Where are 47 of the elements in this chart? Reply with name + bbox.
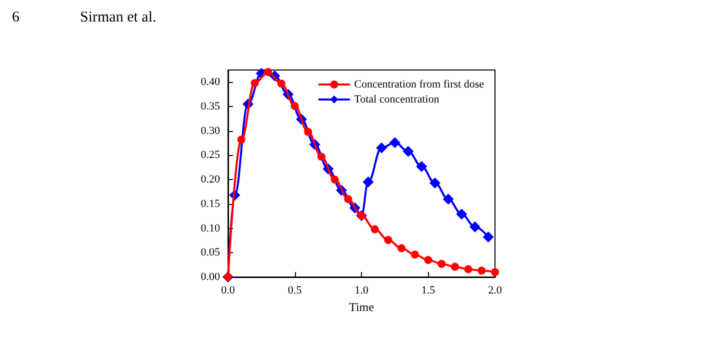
point bbox=[456, 208, 468, 220]
y-tick-label: 0.15 bbox=[200, 198, 220, 210]
y-tick-label: 0.00 bbox=[200, 271, 220, 283]
point bbox=[410, 250, 419, 259]
point bbox=[429, 178, 440, 188]
point bbox=[290, 102, 299, 110]
text: 6 bbox=[12, 10, 20, 26]
point bbox=[438, 260, 446, 268]
x-tick-label: 0.0 bbox=[221, 284, 236, 296]
y-tick-label: 0.35 bbox=[200, 100, 220, 113]
y-tick-label: 0.30 bbox=[200, 124, 220, 137]
x-tick-label: 1.0 bbox=[354, 284, 369, 296]
point bbox=[344, 195, 352, 204]
point bbox=[398, 244, 406, 252]
point bbox=[376, 142, 388, 154]
point bbox=[237, 136, 246, 144]
point bbox=[389, 137, 400, 148]
text: Sirman et al. bbox=[80, 10, 156, 26]
y-tick-label: 0.40 bbox=[200, 76, 220, 88]
point bbox=[424, 256, 432, 264]
point bbox=[416, 160, 428, 172]
point bbox=[384, 236, 392, 244]
point bbox=[264, 68, 272, 76]
point bbox=[402, 146, 414, 157]
legend-label: Concentration from first dose bbox=[354, 78, 484, 90]
point bbox=[330, 176, 339, 184]
legend-label: Total concentration bbox=[354, 94, 440, 106]
point bbox=[362, 176, 374, 188]
y-tick-label: 0.05 bbox=[200, 246, 220, 259]
point bbox=[250, 79, 259, 88]
y-tick-label: 0.10 bbox=[200, 222, 220, 234]
x-tick-label: 2.0 bbox=[488, 284, 502, 296]
point bbox=[370, 225, 379, 234]
point bbox=[464, 265, 472, 274]
point bbox=[450, 262, 459, 271]
x-tick-label: 0.5 bbox=[288, 284, 302, 296]
point bbox=[442, 194, 454, 205]
point bbox=[317, 152, 326, 161]
x-axis-title: Time bbox=[349, 300, 374, 314]
point bbox=[304, 128, 312, 136]
y-tick-label: 0.20 bbox=[200, 174, 220, 186]
point bbox=[277, 80, 286, 88]
point bbox=[478, 266, 486, 275]
y-tick-label: 0.25 bbox=[200, 149, 220, 162]
point bbox=[469, 221, 480, 232]
x-tick-label: 1.5 bbox=[421, 284, 436, 296]
point bbox=[482, 232, 494, 243]
